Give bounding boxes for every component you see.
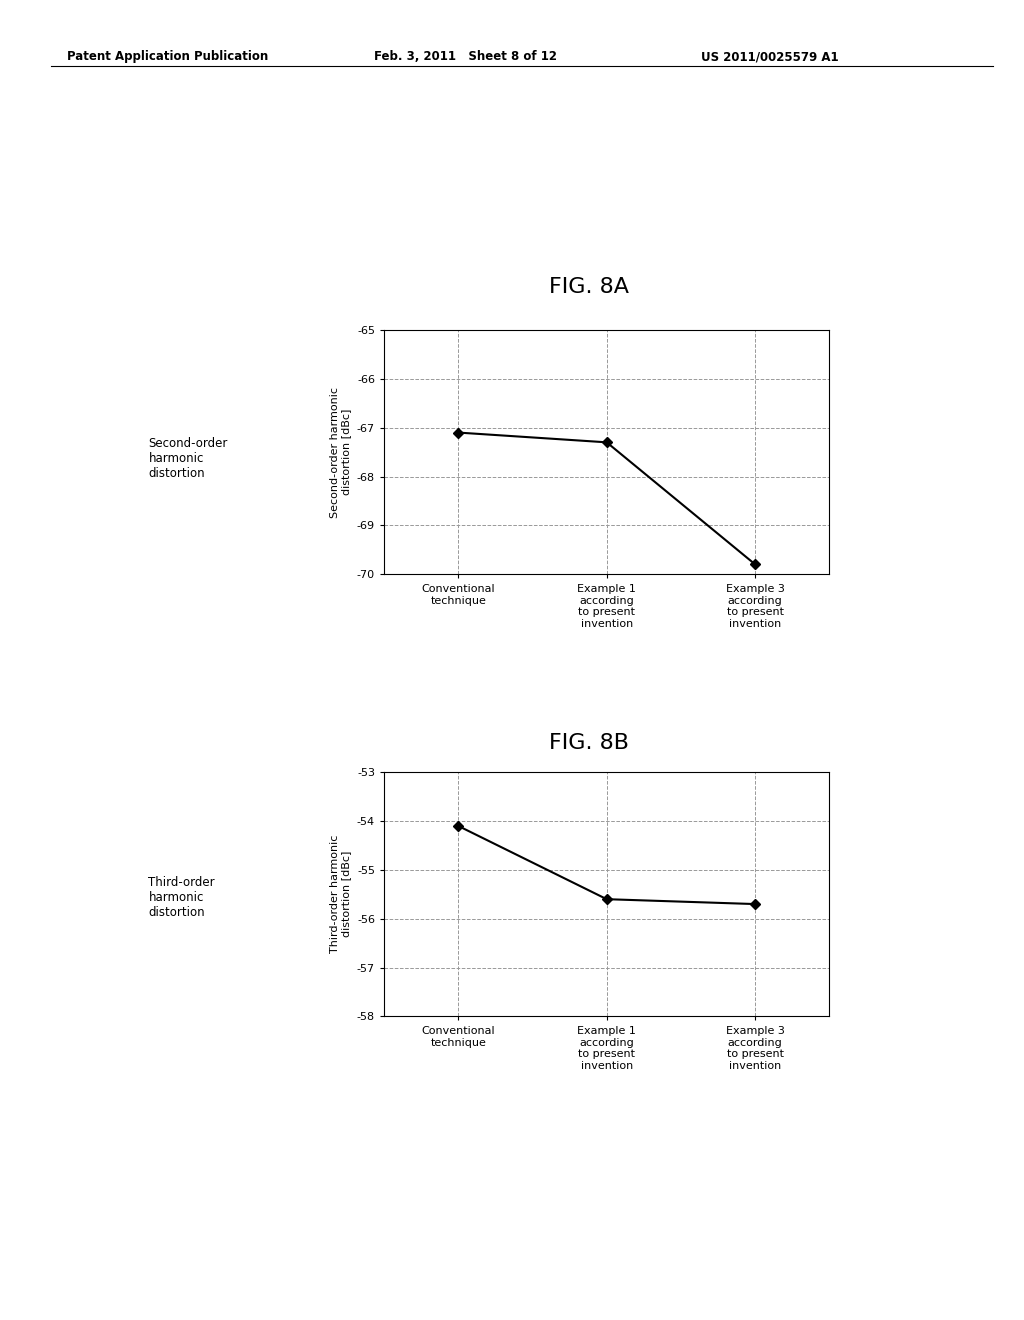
Text: Feb. 3, 2011   Sheet 8 of 12: Feb. 3, 2011 Sheet 8 of 12	[374, 50, 557, 63]
Y-axis label: Third-order harmonic
distortion [dBc]: Third-order harmonic distortion [dBc]	[330, 836, 351, 953]
Text: FIG. 8A: FIG. 8A	[549, 277, 629, 297]
Text: Third-order
harmonic
distortion: Third-order harmonic distortion	[148, 876, 215, 919]
Y-axis label: Second-order harmonic
distortion [dBc]: Second-order harmonic distortion [dBc]	[330, 387, 351, 517]
Text: FIG. 8B: FIG. 8B	[549, 733, 629, 752]
Text: US 2011/0025579 A1: US 2011/0025579 A1	[701, 50, 839, 63]
Text: Patent Application Publication: Patent Application Publication	[67, 50, 268, 63]
Text: Second-order
harmonic
distortion: Second-order harmonic distortion	[148, 437, 228, 479]
